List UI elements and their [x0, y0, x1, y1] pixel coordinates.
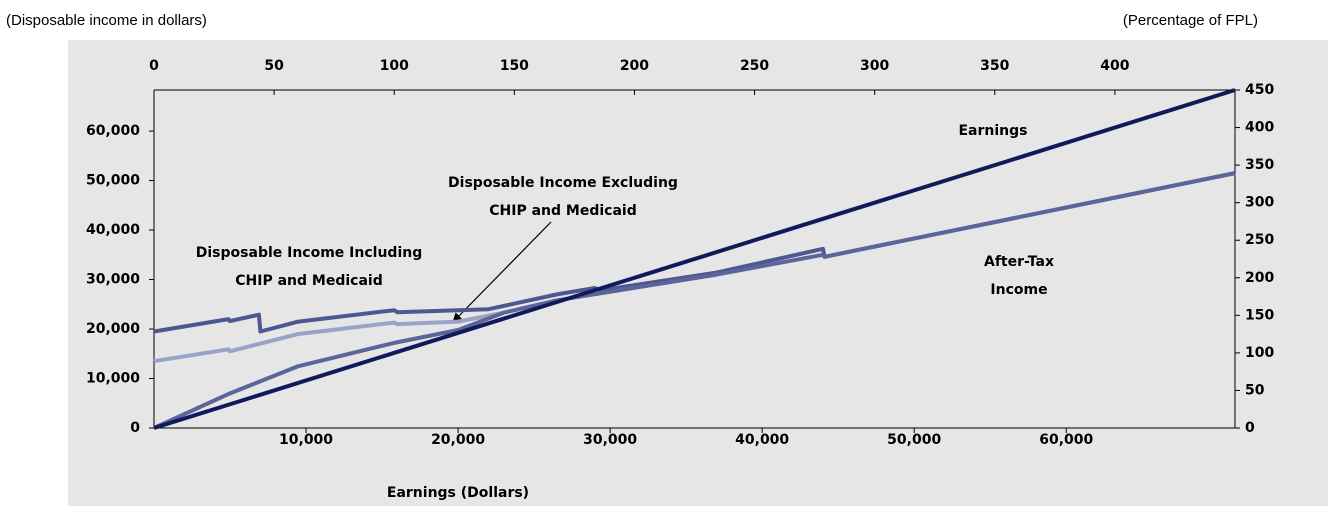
x-tick-label: 20,000 — [431, 432, 485, 448]
x2-tick-label: 0 — [149, 58, 159, 74]
x2-tick-label: 250 — [740, 58, 769, 74]
y-tick-label: 40,000 — [86, 222, 140, 238]
annotation-arrow — [452, 221, 552, 323]
y-tick-label: 10,000 — [86, 371, 140, 387]
x2-tick-label: 400 — [1100, 58, 1129, 74]
y2-tick-label: 200 — [1245, 270, 1274, 286]
x2-tick-label: 150 — [500, 58, 529, 74]
y-tick-label: 20,000 — [86, 321, 140, 337]
series-label: Earnings — [958, 123, 1027, 139]
y2-tick-label: 50 — [1245, 382, 1265, 398]
x2-tick-label: 100 — [380, 58, 409, 74]
y2-tick-label: 100 — [1245, 345, 1274, 361]
x-tick-label: 40,000 — [735, 432, 789, 448]
series-label: Income — [990, 282, 1047, 298]
y-tick-label: 30,000 — [86, 272, 140, 288]
series-label: Disposable Income Excluding — [448, 175, 678, 191]
y-tick-label: 50,000 — [86, 173, 140, 189]
series-label: CHIP and Medicaid — [489, 203, 636, 219]
series-line — [153, 171, 1236, 430]
x2-tick-label: 50 — [264, 58, 284, 74]
y2-tick-label: 450 — [1245, 82, 1274, 98]
x-tick-label: 60,000 — [1039, 432, 1093, 448]
x2-tick-label: 200 — [620, 58, 649, 74]
y-tick-label: 60,000 — [86, 123, 140, 139]
x-tick-label: 30,000 — [583, 432, 637, 448]
y2-tick-label: 250 — [1245, 232, 1274, 248]
y2-tick-label: 350 — [1245, 157, 1274, 173]
y2-tick-label: 300 — [1245, 195, 1274, 211]
y2-axis-title: (Percentage of FPL) — [1123, 12, 1258, 29]
series-line — [153, 171, 1236, 334]
y2-tick-label: 400 — [1245, 120, 1274, 136]
x-axis-title: Earnings (Dollars) — [387, 485, 529, 501]
series-line — [153, 310, 505, 364]
y-tick-label: 0 — [130, 420, 140, 436]
series-line — [153, 88, 1236, 430]
series-label: Disposable Income Including — [196, 245, 422, 261]
series-label: After-Tax — [984, 254, 1054, 270]
x2-tick-label: 350 — [980, 58, 1009, 74]
series-label: CHIP and Medicaid — [235, 273, 382, 289]
y2-tick-label: 150 — [1245, 307, 1274, 323]
x2-tick-label: 300 — [860, 58, 889, 74]
x-tick-label: 10,000 — [279, 432, 333, 448]
y2-tick-label: 0 — [1245, 420, 1255, 436]
x-tick-label: 50,000 — [887, 432, 941, 448]
y-axis-title: (Disposable income in dollars) — [6, 12, 207, 29]
